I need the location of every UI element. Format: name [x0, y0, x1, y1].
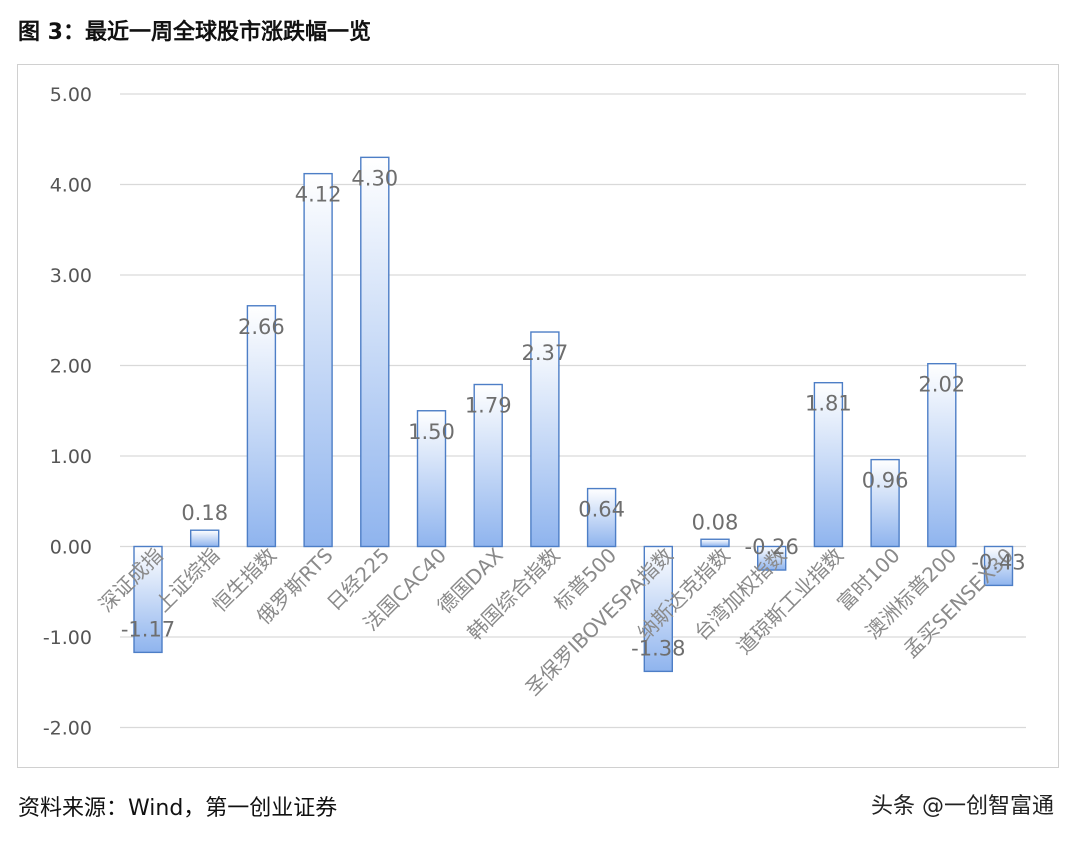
y-tick-label: 1.00	[50, 446, 92, 468]
data-label: 2.02	[918, 373, 965, 397]
data-label: -1.38	[631, 636, 685, 660]
y-tick-label: 4.00	[50, 175, 92, 197]
data-label: -0.26	[745, 535, 799, 559]
source-note: 资料来源：Wind，第一创业证券	[18, 796, 338, 821]
bar	[133, 545, 163, 654]
bar	[700, 538, 730, 548]
y-tick-label: 3.00	[50, 265, 92, 287]
data-label: 4.30	[351, 166, 398, 190]
bar	[303, 172, 333, 548]
bar	[927, 362, 957, 548]
bar	[643, 545, 673, 673]
bar	[246, 305, 277, 548]
bar	[983, 545, 1014, 587]
watermark: 头条 @一创智富通	[871, 794, 1054, 819]
data-label: 2.37	[522, 341, 569, 365]
data-label: 4.12	[295, 183, 342, 207]
bar	[473, 383, 503, 548]
figure-title: 图 3：最近一周全球股市涨跌幅一览	[18, 20, 371, 45]
data-label: 1.79	[465, 394, 512, 418]
bar	[416, 410, 447, 548]
data-label: 1.81	[805, 392, 852, 416]
y-tick-label: 0.00	[50, 537, 92, 559]
y-tick-label: 2.00	[50, 356, 92, 378]
data-label: -0.43	[971, 550, 1025, 574]
data-label: 0.96	[862, 469, 909, 493]
y-tick-label: -2.00	[43, 718, 92, 740]
bar	[586, 487, 617, 548]
y-tick-label: 5.00	[50, 84, 92, 106]
y-tick-label: -1.00	[43, 627, 92, 649]
data-label: 2.66	[238, 315, 285, 339]
data-label: -1.17	[121, 617, 175, 641]
data-label: 0.08	[692, 510, 739, 534]
bar-chart: 5.004.003.002.001.000.00-1.00-2.00 深证成指上…	[43, 84, 1026, 740]
data-label: 1.50	[408, 420, 455, 444]
chart-frame: 5.00 4.00 3.00 2.00 1.00 0.00 -1.00 -2.00 深证成指上…	[17, 64, 1059, 768]
bar	[813, 381, 844, 548]
bar	[189, 529, 220, 548]
data-label: 0.64	[578, 498, 625, 522]
bar	[360, 156, 390, 548]
data-label: 0.18	[181, 501, 228, 525]
bar	[757, 545, 787, 571]
bar	[870, 458, 900, 548]
bar	[530, 331, 560, 548]
